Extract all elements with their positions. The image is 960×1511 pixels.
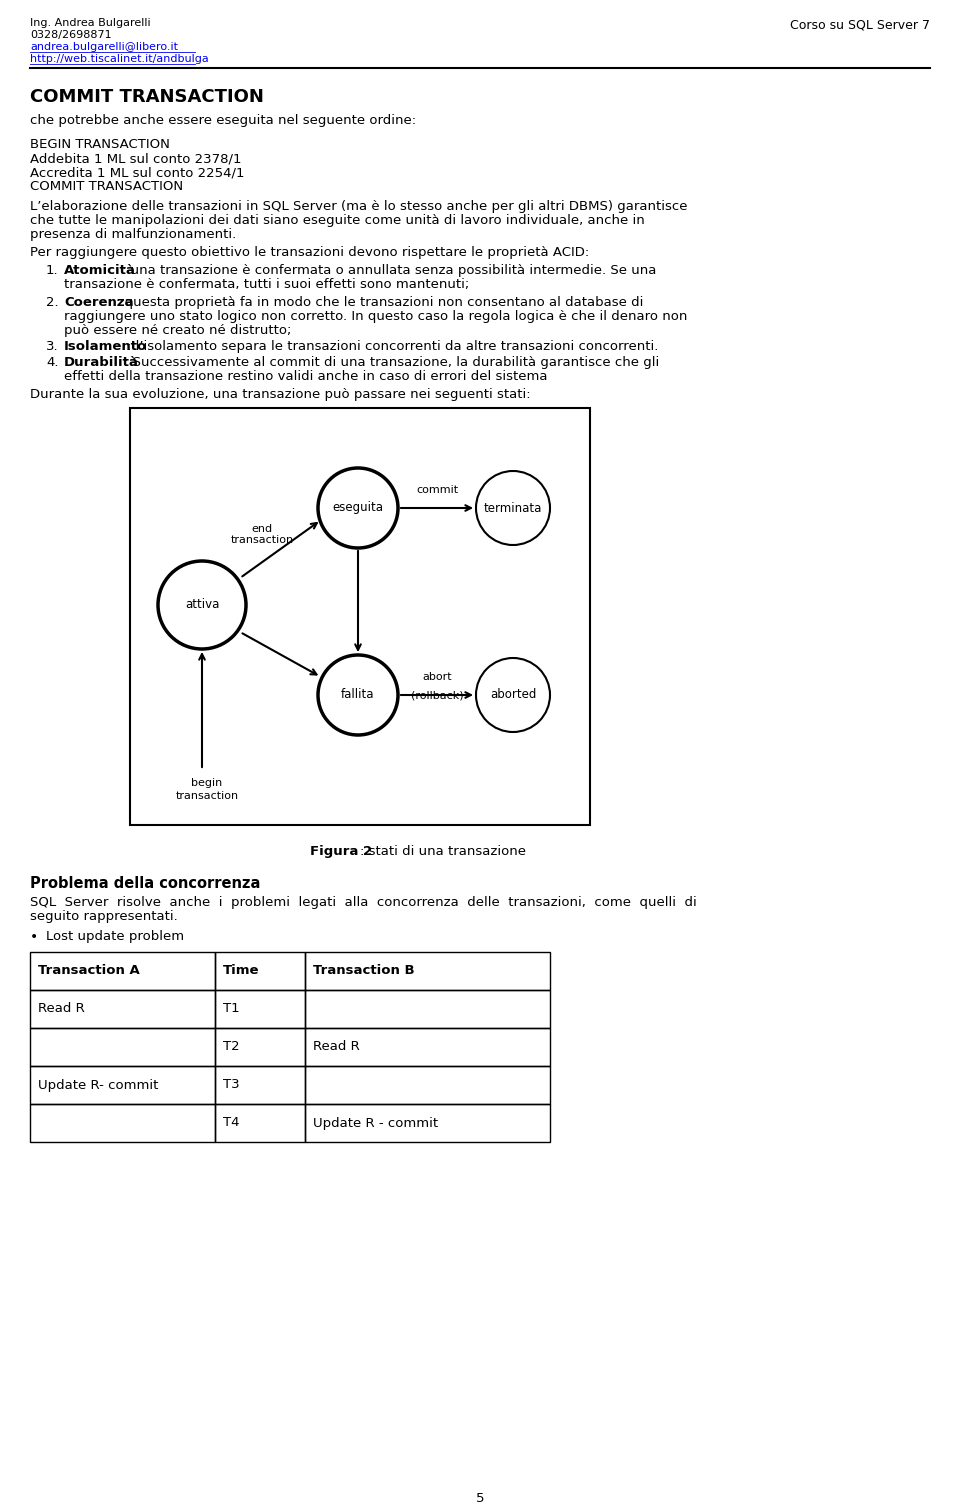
Text: Isolamento: Isolamento — [64, 340, 147, 354]
Bar — [30, 1027, 215, 1065]
Text: T4: T4 — [223, 1117, 239, 1130]
Text: raggiungere uno stato logico non corretto. In questo caso la regola logica è che: raggiungere uno stato logico non corrett… — [64, 310, 687, 323]
Bar — [305, 952, 550, 990]
Text: Problema della concorrenza: Problema della concorrenza — [30, 876, 260, 891]
Text: Ing. Andrea Bulgarelli: Ing. Andrea Bulgarelli — [30, 18, 151, 29]
Bar — [130, 408, 590, 825]
Text: Durabilità: Durabilità — [64, 357, 139, 369]
Bar — [305, 990, 550, 1027]
Text: 3.: 3. — [46, 340, 59, 354]
Text: Update R - commit: Update R - commit — [313, 1117, 438, 1130]
Bar — [305, 1105, 550, 1142]
Bar — [30, 1105, 215, 1142]
Bar — [30, 952, 215, 990]
Bar — [215, 990, 305, 1027]
Bar — [30, 990, 215, 1027]
Text: andrea.bulgarelli@libero.it: andrea.bulgarelli@libero.it — [30, 42, 178, 51]
Text: COMMIT TRANSACTION: COMMIT TRANSACTION — [30, 180, 183, 193]
Text: (rollback): (rollback) — [411, 691, 464, 700]
Text: SQL  Server  risolve  anche  i  problemi  legati  alla  concorrenza  delle  tran: SQL Server risolve anche i problemi lega… — [30, 896, 697, 910]
Text: Read R: Read R — [38, 1002, 84, 1015]
Text: che potrebbe anche essere eseguita nel seguente ordine:: che potrebbe anche essere eseguita nel s… — [30, 113, 416, 127]
Text: Update R- commit: Update R- commit — [38, 1079, 158, 1091]
Bar — [305, 1065, 550, 1105]
Text: Time: Time — [223, 964, 259, 978]
Text: 4.: 4. — [46, 357, 59, 369]
Text: : una transazione è confermata o annullata senza possibilità intermedie. Se una: : una transazione è confermata o annulla… — [122, 264, 657, 277]
Text: può essere né creato né distrutto;: può essere né creato né distrutto; — [64, 323, 292, 337]
Text: presenza di malfunzionamenti.: presenza di malfunzionamenti. — [30, 228, 236, 240]
Bar — [215, 1027, 305, 1065]
Text: T1: T1 — [223, 1002, 240, 1015]
Text: transazione è confermata, tutti i suoi effetti sono mantenuti;: transazione è confermata, tutti i suoi e… — [64, 278, 469, 292]
Text: T2: T2 — [223, 1041, 240, 1053]
Bar — [215, 952, 305, 990]
Text: Coerenza: Coerenza — [64, 296, 133, 310]
Text: : questa proprietà fa in modo che le transazioni non consentano al database di: : questa proprietà fa in modo che le tra… — [116, 296, 643, 310]
Text: : stati di una transazione: : stati di una transazione — [360, 845, 526, 858]
Text: fallita: fallita — [341, 689, 374, 701]
Text: •: • — [30, 929, 38, 944]
Text: terminata: terminata — [484, 502, 542, 515]
Text: commit: commit — [416, 485, 458, 496]
Text: 5: 5 — [476, 1491, 484, 1505]
Text: Addebita 1 ML sul conto 2378/1: Addebita 1 ML sul conto 2378/1 — [30, 153, 242, 165]
Text: begin: begin — [191, 778, 223, 789]
Text: Read R: Read R — [313, 1041, 360, 1053]
Text: attiva: attiva — [185, 598, 219, 612]
Text: Per raggiungere questo obiettivo le transazioni devono rispettare le proprietà A: Per raggiungere questo obiettivo le tran… — [30, 246, 589, 258]
Text: BEGIN TRANSACTION: BEGIN TRANSACTION — [30, 138, 170, 151]
Text: che tutte le manipolazioni dei dati siano eseguite come unità di lavoro individu: che tutte le manipolazioni dei dati sian… — [30, 215, 645, 227]
Text: transaction: transaction — [230, 535, 294, 545]
Text: Corso su SQL Server 7: Corso su SQL Server 7 — [790, 18, 930, 32]
Text: Figura 2: Figura 2 — [310, 845, 372, 858]
Text: effetti della transazione restino validi anche in caso di errori del sistema: effetti della transazione restino validi… — [64, 370, 547, 382]
Bar — [30, 1065, 215, 1105]
Bar — [215, 1065, 305, 1105]
Text: Transaction B: Transaction B — [313, 964, 415, 978]
Text: : l’isolamento separa le transazioni concorrenti da altre transazioni concorrent: : l’isolamento separa le transazioni con… — [127, 340, 659, 354]
Text: Accredita 1 ML sul conto 2254/1: Accredita 1 ML sul conto 2254/1 — [30, 166, 245, 178]
Text: : Successivamente al commit di una transazione, la durabilità garantisce che gli: : Successivamente al commit di una trans… — [124, 357, 660, 369]
Text: L’elaborazione delle transazioni in SQL Server (ma è lo stesso anche per gli alt: L’elaborazione delle transazioni in SQL … — [30, 199, 687, 213]
Text: T3: T3 — [223, 1079, 240, 1091]
Text: COMMIT TRANSACTION: COMMIT TRANSACTION — [30, 88, 264, 106]
Bar — [305, 1027, 550, 1065]
Text: abort: abort — [422, 672, 452, 681]
Text: http://web.tiscalinet.it/andbulga: http://web.tiscalinet.it/andbulga — [30, 54, 208, 63]
Bar — [215, 1105, 305, 1142]
Text: Transaction A: Transaction A — [38, 964, 140, 978]
Text: aborted: aborted — [490, 689, 537, 701]
Text: Lost update problem: Lost update problem — [46, 929, 184, 943]
Text: 0328/2698871: 0328/2698871 — [30, 30, 111, 39]
Text: 2.: 2. — [46, 296, 59, 310]
Text: transaction: transaction — [176, 790, 239, 801]
Text: end: end — [252, 524, 273, 533]
Text: Durante la sua evoluzione, una transazione può passare nei seguenti stati:: Durante la sua evoluzione, una transazio… — [30, 388, 531, 400]
Text: Atomicità: Atomicità — [64, 264, 136, 277]
Text: 1.: 1. — [46, 264, 59, 277]
Text: eseguita: eseguita — [332, 502, 383, 515]
Text: seguito rappresentati.: seguito rappresentati. — [30, 910, 178, 923]
